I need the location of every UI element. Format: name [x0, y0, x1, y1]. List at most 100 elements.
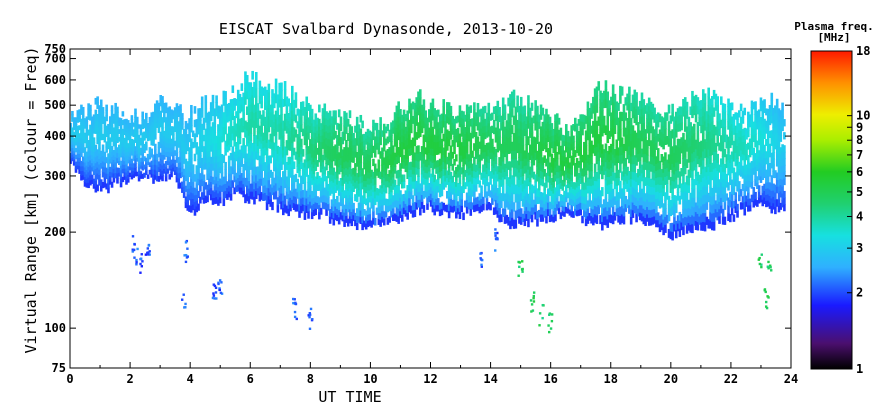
echo-mark: [537, 189, 541, 198]
echo-mark: [139, 127, 143, 133]
echo-mark: [586, 162, 590, 171]
echo-mark: [431, 162, 435, 170]
echo-mark: [750, 174, 754, 183]
echo-mark: [709, 179, 712, 189]
echo-mark: [258, 170, 262, 179]
echo-mark: [408, 98, 411, 107]
echo-mark: [512, 176, 516, 186]
echo-mark: [480, 108, 483, 116]
echo-mark: [480, 172, 483, 180]
echo-mark: [260, 163, 263, 172]
echo-mark: [154, 133, 157, 140]
echo-mark: [557, 183, 561, 191]
echo-mark: [492, 160, 496, 168]
echo-mark: [577, 119, 581, 126]
echo-mark: [119, 130, 123, 137]
echo-mark: [620, 171, 624, 181]
echo-mark: [130, 119, 134, 125]
echo-mark: [323, 103, 327, 112]
echo-mark: [727, 212, 730, 222]
echo-mark: [575, 158, 579, 165]
echo-mark: [121, 154, 125, 161]
echo-mark: [665, 191, 669, 200]
echo-mark: [714, 93, 718, 103]
echo-mark: [213, 143, 217, 151]
echo-mark: [141, 111, 145, 117]
echo-mark: [709, 187, 712, 197]
echo-mark: [429, 121, 433, 130]
echo-mark: [170, 138, 173, 144]
echo-mark: [682, 200, 685, 210]
echo-mark: [193, 106, 197, 114]
echo-mark: [629, 216, 633, 225]
echo-mark: [370, 220, 373, 228]
echo-mark: [105, 115, 108, 122]
echo-mark: [330, 205, 334, 213]
echo-mark: [233, 175, 236, 183]
echo-mark: [148, 116, 152, 122]
echo-mark: [712, 159, 716, 170]
echo-mark: [300, 205, 303, 214]
echo-mark: [429, 192, 433, 201]
echo-mark: [622, 215, 626, 225]
echo-mark: [653, 172, 656, 181]
echo-mark: [458, 175, 462, 184]
echo-mark: [525, 206, 528, 215]
echo-mark: [662, 179, 665, 189]
echo-mark: [633, 89, 637, 99]
echo-mark: [384, 210, 388, 218]
echo-mark: [400, 121, 404, 129]
echo-mark: [128, 146, 132, 151]
echo-mark: [545, 123, 548, 131]
echo-mark: [701, 150, 705, 161]
echo-mark: [519, 192, 523, 201]
echo-mark: [271, 126, 274, 135]
echo-mark: [154, 123, 157, 130]
echo-mark: [671, 171, 674, 181]
echo-mark: [341, 137, 345, 145]
echo-mark: [478, 122, 482, 130]
echo-mark: [635, 205, 638, 215]
echo-mark: [478, 199, 482, 207]
echo-mark: [119, 173, 123, 179]
echo-mark: [741, 116, 745, 124]
echo-mark: [471, 150, 474, 158]
echo-mark: [489, 132, 492, 140]
echo-mark: [330, 199, 334, 207]
echo-mark: [422, 141, 426, 150]
echo-mark: [393, 125, 397, 134]
echo-mark: [628, 128, 631, 138]
echo-mark: [231, 166, 235, 175]
echo-mark: [116, 157, 119, 164]
echo-mark: [471, 202, 474, 210]
echo-mark: [204, 162, 208, 170]
echo-mark: [505, 151, 509, 161]
echo-mark: [750, 140, 754, 149]
echo-mark: [503, 141, 507, 150]
echo-mark: [523, 150, 527, 159]
echo-mark: [559, 157, 563, 165]
echo-mark: [720, 158, 723, 167]
echo-mark: [646, 198, 649, 208]
echo-mark: [238, 161, 242, 169]
echo-mark: [469, 132, 473, 141]
echo-mark: [195, 142, 199, 149]
echo-mark: [256, 145, 260, 154]
echo-mark: [130, 174, 134, 180]
echo-mark: [754, 153, 757, 161]
echo-mark: [145, 157, 148, 163]
echo-mark: [750, 194, 754, 203]
echo-mark: [400, 128, 404, 136]
echo-mark: [575, 203, 579, 211]
echo-mark: [595, 180, 599, 190]
echo-mark: [101, 171, 105, 178]
echo-mark: [437, 109, 440, 117]
echo-mark: [76, 117, 80, 123]
echo-mark: [330, 154, 334, 162]
echo-mark: [132, 163, 135, 168]
echo-mark: [159, 115, 163, 123]
echo-mark: [336, 153, 339, 161]
echo-mark: [103, 166, 107, 173]
echo-mark: [258, 193, 262, 202]
echo-mark: [478, 154, 482, 162]
